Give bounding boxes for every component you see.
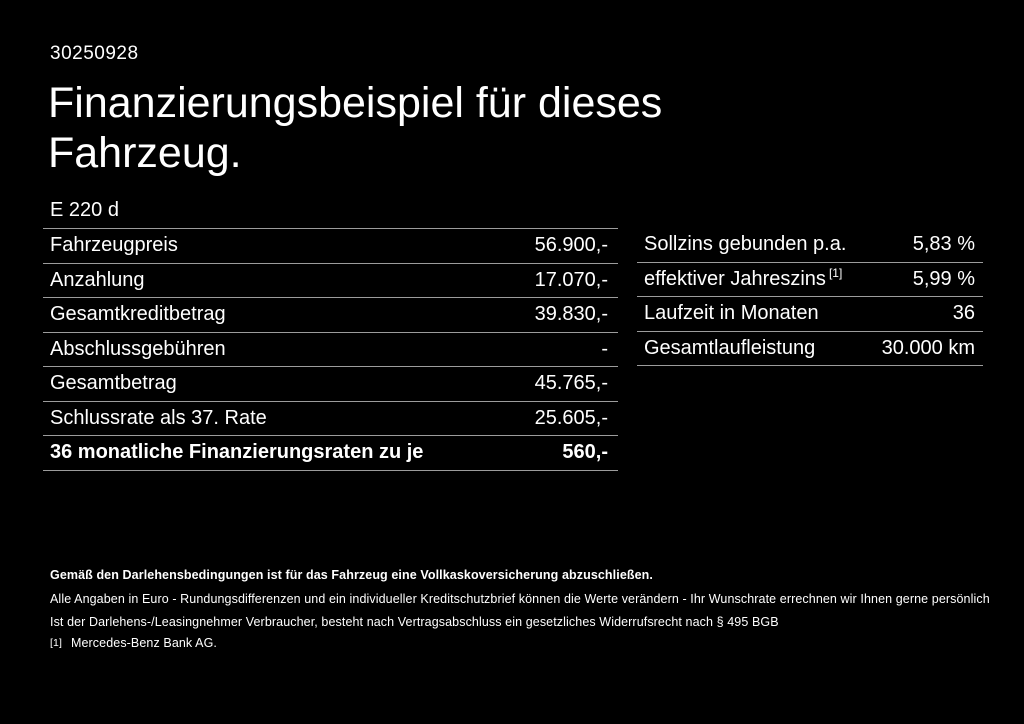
row-value: 39.830,- (534, 303, 608, 326)
row-value: 36 (952, 302, 975, 325)
table-row-monthly-rate: 36 monatliche Finanzierungsraten zu je 5… (43, 436, 618, 471)
table-row: Fahrzeugpreis 56.900,- (43, 229, 618, 264)
row-label: Laufzeit in Monaten (644, 302, 819, 325)
table-row: effektiver Jahreszins [1] 5,99 % (637, 263, 983, 297)
row-label: Sollzins gebunden p.a. (644, 233, 847, 256)
row-value: 30.000 km (881, 336, 975, 359)
row-label: Gesamtbetrag (50, 372, 177, 395)
row-label: Abschlussgebühren (50, 337, 226, 360)
footnote-ref: [1] (828, 266, 843, 281)
table-row: Schlussrate als 37. Rate 25.605,- (43, 402, 618, 436)
row-label: Fahrzeugpreis (50, 234, 178, 257)
table-row: Anzahlung 17.070,- (43, 264, 618, 298)
row-label: Gesamtkreditbetrag (50, 303, 226, 326)
table-row: Gesamtlaufleistung 30.000 km (637, 332, 983, 366)
page-title: Finanzierungsbeispiel für dieses Fahrzeu… (48, 78, 662, 178)
row-value: 56.900,- (534, 234, 608, 257)
page-title-line-2: Fahrzeug. (48, 129, 242, 177)
footnote-marker: [1] (50, 637, 62, 649)
reference-number: 30250928 (50, 43, 139, 64)
footnote-text: Mercedes-Benz Bank AG. (70, 636, 218, 650)
row-label: effektiver Jahreszins [1] (644, 266, 843, 290)
conditions-table: Sollzins gebunden p.a. 5,83 % effektiver… (637, 228, 983, 366)
row-label: Schlussrate als 37. Rate (50, 406, 267, 429)
row-value: 5,99 % (912, 267, 975, 290)
footnote: [1] Mercedes-Benz Bank AG. (50, 636, 217, 651)
row-value: 560,- (562, 441, 608, 464)
table-row: Laufzeit in Monaten 36 (637, 297, 983, 332)
table-row: Gesamtkreditbetrag 39.830,- (43, 298, 618, 333)
table-row: Abschlussgebühren - (43, 333, 618, 367)
table-row: Sollzins gebunden p.a. 5,83 % (637, 228, 983, 263)
page-title-line-1: Finanzierungsbeispiel für dieses (48, 79, 663, 127)
row-value: - (601, 337, 608, 360)
table-row: Gesamtbetrag 45.765,- (43, 367, 618, 402)
finance-table: Fahrzeugpreis 56.900,- Anzahlung 17.070,… (43, 228, 618, 471)
row-value: 17.070,- (534, 268, 608, 291)
row-label: Anzahlung (50, 268, 145, 291)
disclaimer-line-1: Alle Angaben in Euro - Rundungsdifferenz… (50, 592, 990, 606)
insurance-note: Gemäß den Darlehensbedingungen ist für d… (50, 568, 653, 582)
row-label: 36 monatliche Finanzierungsraten zu je (50, 441, 424, 464)
disclaimer-line-2: Ist der Darlehens-/Leasingnehmer Verbrau… (50, 615, 779, 629)
row-value: 25.605,- (534, 406, 608, 429)
row-value: 5,83 % (912, 233, 975, 256)
row-value: 45.765,- (534, 372, 608, 395)
row-label: Gesamtlaufleistung (644, 336, 816, 359)
vehicle-model: E 220 d (50, 199, 119, 221)
